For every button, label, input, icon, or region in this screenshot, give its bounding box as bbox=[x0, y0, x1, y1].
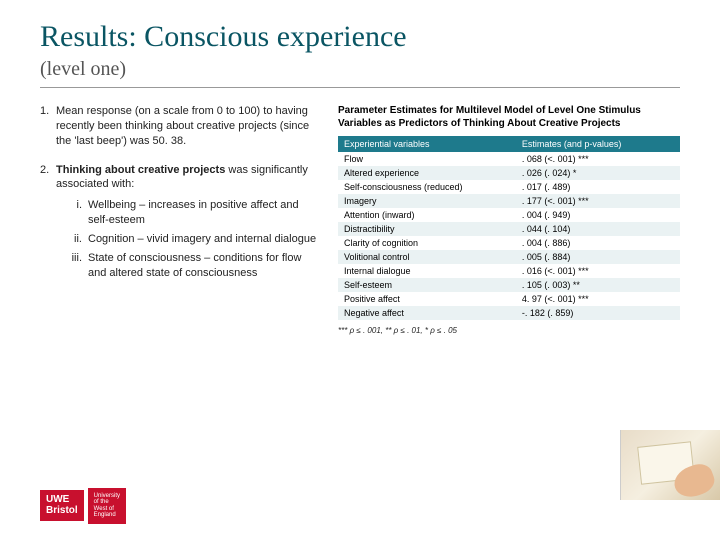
header-variable: Experiential variables bbox=[338, 136, 516, 152]
content-columns: 1. Mean response (on a scale from 0 to 1… bbox=[40, 104, 680, 335]
sub-text: Cognition – vivid imagery and internal d… bbox=[88, 232, 316, 247]
estimates-table: Experiential variables Estimates (and p-… bbox=[338, 136, 680, 320]
cell-estimate: . 105 (. 003) ** bbox=[516, 278, 680, 292]
table-row: Self-esteem. 105 (. 003) ** bbox=[338, 278, 680, 292]
table-row: Negative affect-. 182 (. 859) bbox=[338, 306, 680, 320]
uwe-logo: UWE Bristol Universityof theWest ofEngla… bbox=[40, 488, 126, 524]
item-body: Thinking about creative projects was sig… bbox=[56, 163, 320, 285]
table-row: Imagery. 177 (<. 001) *** bbox=[338, 194, 680, 208]
table-row: Flow. 068 (<. 001) *** bbox=[338, 152, 680, 166]
table-body: Flow. 068 (<. 001) ***Altered experience… bbox=[338, 152, 680, 320]
header-estimate: Estimates (and p-values) bbox=[516, 136, 680, 152]
sub-number: i. bbox=[64, 198, 82, 228]
sub-item: ii. Cognition – vivid imagery and intern… bbox=[64, 232, 320, 247]
table-row: Clarity of cognition. 004 (. 886) bbox=[338, 236, 680, 250]
sub-label: Cognition bbox=[88, 233, 134, 245]
table-header-row: Experiential variables Estimates (and p-… bbox=[338, 136, 680, 152]
cell-estimate: . 017 (. 489) bbox=[516, 180, 680, 194]
cell-estimate: . 177 (<. 001) *** bbox=[516, 194, 680, 208]
sub-label: State of consciousness bbox=[88, 252, 201, 264]
cell-estimate: . 044 (. 104) bbox=[516, 222, 680, 236]
title-divider bbox=[40, 87, 680, 88]
cell-variable: Altered experience bbox=[338, 166, 516, 180]
sub-item: i. Wellbeing – increases in positive aff… bbox=[64, 198, 320, 228]
cell-variable: Flow bbox=[338, 152, 516, 166]
sub-text: Wellbeing – increases in positive affect… bbox=[88, 198, 320, 228]
cell-variable: Internal dialogue bbox=[338, 264, 516, 278]
cell-estimate: . 016 (<. 001) *** bbox=[516, 264, 680, 278]
sub-number: ii. bbox=[64, 232, 82, 247]
list-item: 1. Mean response (on a scale from 0 to 1… bbox=[40, 104, 320, 149]
list-item: 2. Thinking about creative projects was … bbox=[40, 163, 320, 285]
sub-list: i. Wellbeing – increases in positive aff… bbox=[64, 198, 320, 280]
cell-variable: Negative affect bbox=[338, 306, 516, 320]
sub-number: iii. bbox=[64, 251, 82, 281]
logo-caption: Universityof theWest ofEngland bbox=[88, 488, 126, 524]
cell-estimate: 4. 97 (<. 001) *** bbox=[516, 292, 680, 306]
cell-estimate: . 004 (. 949) bbox=[516, 208, 680, 222]
cell-variable: Positive affect bbox=[338, 292, 516, 306]
cell-variable: Self-esteem bbox=[338, 278, 516, 292]
cell-estimate: . 068 (<. 001) *** bbox=[516, 152, 680, 166]
cell-estimate: . 005 (. 884) bbox=[516, 250, 680, 264]
left-column: 1. Mean response (on a scale from 0 to 1… bbox=[40, 104, 320, 335]
cell-estimate: . 004 (. 886) bbox=[516, 236, 680, 250]
cell-estimate: . 026 (. 024) * bbox=[516, 166, 680, 180]
cell-variable: Self-consciousness (reduced) bbox=[338, 180, 516, 194]
sub-label: Wellbeing bbox=[88, 199, 136, 211]
sub-item: iii. State of consciousness – conditions… bbox=[64, 251, 320, 281]
page-title: Results: Conscious experience bbox=[40, 20, 680, 54]
cell-variable: Imagery bbox=[338, 194, 516, 208]
table-row: Self-consciousness (reduced). 017 (. 489… bbox=[338, 180, 680, 194]
table-row: Volitional control. 005 (. 884) bbox=[338, 250, 680, 264]
item-number: 2. bbox=[40, 163, 56, 285]
sub-rest: – vivid imagery and internal dialogue bbox=[134, 233, 316, 245]
table-caption: Parameter Estimates for Multilevel Model… bbox=[338, 104, 680, 130]
logo-brand: UWE Bristol bbox=[40, 490, 84, 521]
table-row: Positive affect4. 97 (<. 001) *** bbox=[338, 292, 680, 306]
findings-list: 1. Mean response (on a scale from 0 to 1… bbox=[40, 104, 320, 284]
page-subtitle: (level one) bbox=[40, 58, 680, 81]
cell-variable: Distractibility bbox=[338, 222, 516, 236]
sub-text: State of consciousness – conditions for … bbox=[88, 251, 320, 281]
table-row: Attention (inward). 004 (. 949) bbox=[338, 208, 680, 222]
cell-variable: Clarity of cognition bbox=[338, 236, 516, 250]
cell-variable: Volitional control bbox=[338, 250, 516, 264]
notebook-photo bbox=[620, 430, 720, 500]
item-number: 1. bbox=[40, 104, 56, 149]
table-row: Internal dialogue. 016 (<. 001) *** bbox=[338, 264, 680, 278]
cell-variable: Attention (inward) bbox=[338, 208, 516, 222]
significance-note: *** ρ ≤ . 001, ** ρ ≤ . 01, * ρ ≤ . 05 bbox=[338, 326, 680, 335]
cell-estimate: -. 182 (. 859) bbox=[516, 306, 680, 320]
item-lead-bold: Thinking about creative projects bbox=[56, 164, 225, 176]
item-text: Mean response (on a scale from 0 to 100)… bbox=[56, 104, 320, 149]
right-column: Parameter Estimates for Multilevel Model… bbox=[338, 104, 680, 335]
table-row: Altered experience. 026 (. 024) * bbox=[338, 166, 680, 180]
table-row: Distractibility. 044 (. 104) bbox=[338, 222, 680, 236]
